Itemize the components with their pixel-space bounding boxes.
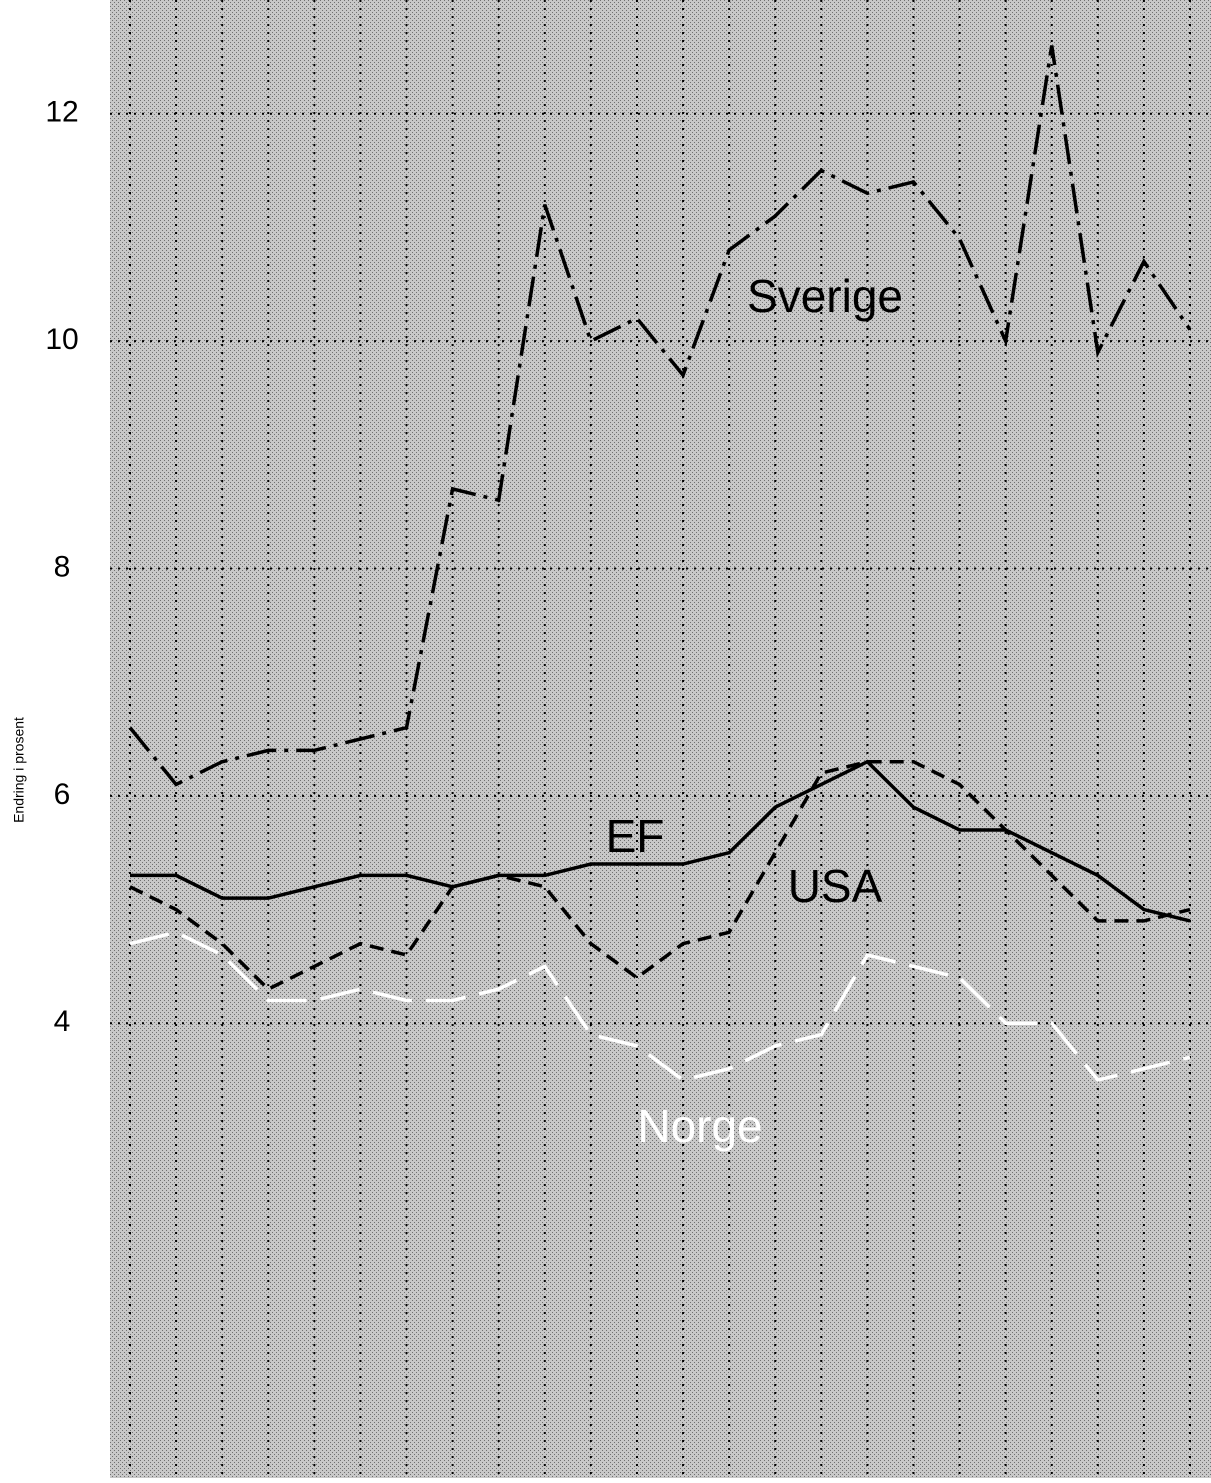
- series-label: Norge: [637, 1100, 762, 1152]
- y-tick-label: 10: [45, 323, 78, 356]
- series-label: USA: [788, 860, 883, 912]
- y-tick-label: 12: [45, 96, 78, 129]
- y-tick-label: 8: [54, 550, 71, 583]
- series-line: [130, 759, 1191, 923]
- plot-background: [110, 0, 1211, 1478]
- y-tick-label: 6: [54, 778, 71, 811]
- series-label: EF: [606, 810, 665, 862]
- y-tick-label: 4: [54, 1005, 71, 1038]
- series-line: [129, 759, 1191, 992]
- y-axis-label: Endring i prosent: [11, 717, 27, 823]
- series-line: [129, 930, 1191, 1083]
- series-label: Sverige: [747, 270, 903, 322]
- series-line: [128, 45, 1192, 787]
